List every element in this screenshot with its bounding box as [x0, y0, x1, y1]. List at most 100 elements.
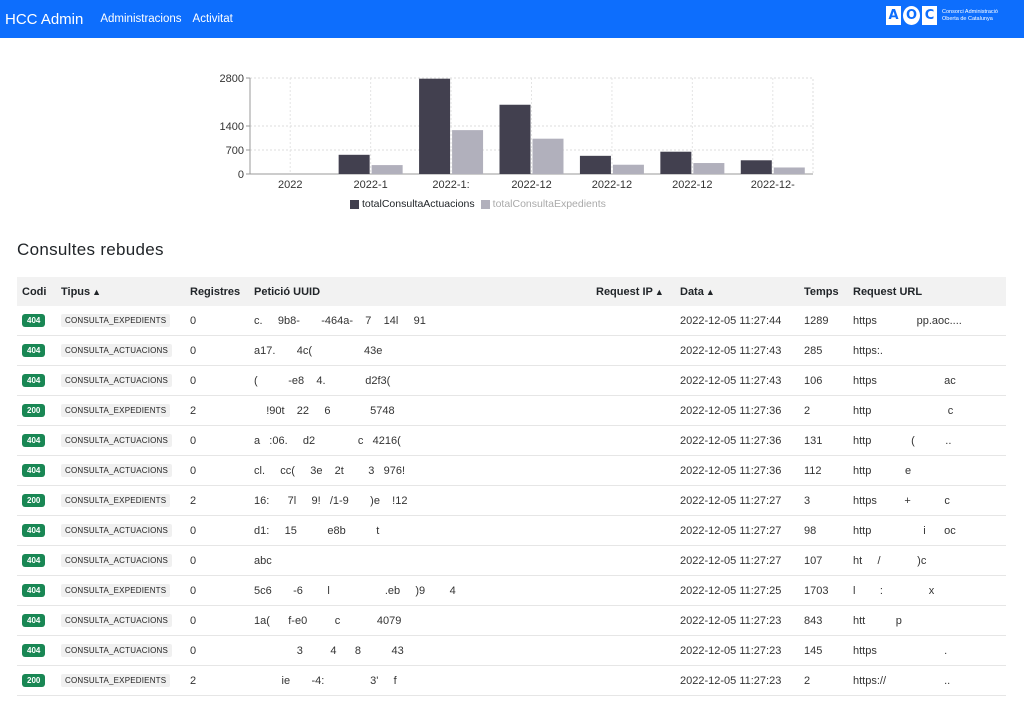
url-cell: http ( .. — [853, 434, 952, 447]
data-cell: 2022-12-05 11:27:36 — [675, 395, 799, 426]
tipus-label: CONSULTA_EXPEDIENTS — [61, 494, 171, 507]
tipus-label: CONSULTA_ACTUACIONS — [61, 464, 173, 477]
url-cell: https:. — [848, 335, 1006, 366]
temps-cell: 3 — [804, 494, 811, 507]
brand-link[interactable]: HCC Admin — [5, 10, 84, 28]
url-cell: http c — [853, 404, 954, 417]
table-row[interactable]: 200 CONSULTA_EXPEDIENTS 2 ie -4: 3' f 2022-… — [17, 665, 1006, 696]
codi-cell: 200 — [17, 485, 56, 516]
data-cell: 2022-12-05 11:27:27 — [675, 545, 799, 576]
legend-item-actuacions[interactable]: totalConsultaActuacions — [350, 198, 475, 210]
logo-letter-o: O — [903, 6, 920, 25]
bar-expedients — [612, 164, 644, 174]
bar-expedients — [693, 163, 725, 174]
header-ip-label: Request IP — [596, 285, 653, 298]
nav-link-activitat[interactable]: Activitat — [192, 13, 233, 25]
status-badge: 200 — [22, 494, 46, 507]
url-cell: http e — [853, 464, 912, 477]
temps-cell: 3 — [799, 485, 848, 516]
temps-cell: 112 — [799, 455, 848, 486]
header-ip[interactable]: Request IP ▲︎ — [591, 277, 675, 306]
status-badge: 200 — [22, 404, 46, 417]
ip-cell — [591, 485, 675, 516]
registres-cell: 2 — [185, 395, 249, 426]
codi-cell: 404 — [17, 605, 56, 636]
y-tick-label: 1400 — [220, 121, 244, 133]
tipus-label: CONSULTA_ACTUACIONS — [61, 614, 173, 627]
header-tipus-label: Tipus — [61, 285, 91, 298]
table-row[interactable]: 404 CONSULTA_EXPEDIENTS 0 5c6 -6 l .eb )9 4… — [17, 575, 1006, 606]
x-tick-label: 2022-12 — [511, 179, 551, 191]
status-badge: 404 — [22, 644, 46, 657]
uuid-cell: d1: 15 e8b t — [249, 515, 591, 546]
legend-label-expedients: totalConsultaExpedients — [492, 198, 606, 210]
url-cell: l : x — [853, 584, 935, 597]
bar-actuacions — [338, 154, 370, 174]
legend-swatch-actuacions — [350, 199, 359, 209]
tipus-cell: CONSULTA_ACTUACIONS — [56, 605, 185, 636]
section-title: Consultes rebudes — [17, 240, 164, 259]
header-registres: Registres — [190, 285, 241, 298]
codi-cell: 404 — [17, 515, 56, 546]
table-row[interactable]: 404 CONSULTA_EXPEDIENTS 0 c. 9b8- -464a- 7 … — [17, 306, 1006, 336]
nav-link-administracions[interactable]: Administracions — [100, 13, 182, 25]
tipus-label: CONSULTA_ACTUACIONS — [61, 344, 173, 357]
tipus-label: CONSULTA_ACTUACIONS — [61, 524, 173, 537]
temps-cell: 1703 — [799, 575, 848, 606]
bar-expedients — [773, 167, 805, 174]
sort-icon[interactable]: ▲︎ — [92, 286, 102, 297]
table-row[interactable]: 404 CONSULTA_ACTUACIONS 0 3 4 8 43 2022-12-… — [17, 635, 1006, 666]
registres-cell: 0 — [190, 524, 197, 537]
table-row[interactable]: 200 CONSULTA_EXPEDIENTS 2 !90t 22 6 5748 20… — [17, 395, 1006, 426]
header-tipus[interactable]: Tipus ▲︎ — [56, 277, 185, 306]
url-cell: htt p — [853, 614, 902, 627]
uuid-cell: !90t 22 6 5748 — [254, 404, 395, 417]
registres-cell: 0 — [190, 644, 197, 657]
registres-cell: 0 — [185, 635, 249, 666]
sort-icon[interactable]: ▲︎ — [654, 286, 664, 297]
tipus-label: CONSULTA_EXPEDIENTS — [61, 314, 171, 327]
table-row[interactable]: 404 CONSULTA_ACTUACIONS 0 abc 2022-12-05 11:… — [17, 545, 1006, 576]
url-cell: https . — [853, 644, 948, 657]
legend-item-expedients[interactable]: totalConsultaExpedients — [480, 198, 606, 210]
codi-cell: 404 — [17, 425, 56, 456]
uuid-cell: ie -4: 3' f — [249, 665, 591, 696]
temps-cell: 145 — [804, 644, 823, 657]
data-cell: 2022-12-05 11:27:36 — [675, 425, 799, 456]
url-cell: https:// .. — [848, 665, 1006, 696]
bar-chart: 0 700 1400 2800 2022 2022-1 2022-1: 2022-12 2022… — [205, 66, 820, 216]
table-row[interactable]: 404 CONSULTA_ACTUACIONS 0 a :06. d2 c 4216(… — [17, 425, 1006, 456]
registres-cell: 0 — [185, 515, 249, 546]
date-cell: 2022-12-05 11:27:25 — [680, 584, 782, 597]
sort-icon[interactable]: ▲︎ — [705, 286, 715, 297]
navbar: HCC Admin Administracions Activitat A O … — [0, 0, 1024, 38]
url-cell: https + c — [853, 494, 950, 507]
date-cell: 2022-12-05 11:27:23 — [680, 644, 782, 657]
table-row[interactable]: 404 CONSULTA_ACTUACIONS 0 cl. cc( 3e 2t 3 9… — [17, 455, 1006, 486]
tipus-label: CONSULTA_EXPEDIENTS — [61, 584, 171, 597]
date-cell: 2022-12-05 11:27:27 — [680, 554, 782, 567]
table-row[interactable]: 404 CONSULTA_ACTUACIONS 0 1a( f-e0 c 4079 20… — [17, 605, 1006, 636]
tipus-cell: CONSULTA_ACTUACIONS — [56, 425, 185, 456]
registres-cell: 2 — [185, 665, 249, 696]
registres-cell: 0 — [185, 455, 249, 486]
temps-cell: 131 — [799, 425, 848, 456]
header-data[interactable]: Data ▲︎ — [675, 277, 799, 306]
ip-cell — [591, 635, 675, 666]
uuid-cell: !90t 22 6 5748 — [249, 395, 591, 426]
codi-cell: 404 — [17, 455, 56, 486]
temps-cell: 107 — [804, 554, 823, 567]
url-cell: htt p — [848, 605, 1006, 636]
header-uuid: Petició UUID — [254, 285, 321, 298]
table-row[interactable]: 404 CONSULTA_ACTUACIONS 0 d1: 15 e8b t 2022-… — [17, 515, 1006, 546]
table-row[interactable]: 200 CONSULTA_EXPEDIENTS 2 16: 7l 9! /1-9 )e… — [17, 485, 1006, 516]
tipus-cell: CONSULTA_ACTUACIONS — [56, 515, 185, 546]
temps-cell: 106 — [804, 374, 823, 387]
table-row[interactable]: 404 CONSULTA_ACTUACIONS 0 a17. 4c( 43e 2022-… — [17, 335, 1006, 366]
x-tick-label: 2022-12 — [672, 179, 712, 191]
uuid-cell: 1a( f-e0 c 4079 — [254, 614, 402, 627]
table-row[interactable]: 404 CONSULTA_ACTUACIONS 0 ( -e8 4. d2f3(202… — [17, 365, 1006, 396]
status-badge: 404 — [22, 434, 46, 447]
ip-cell — [591, 545, 675, 576]
temps-cell: 98 — [804, 524, 817, 537]
